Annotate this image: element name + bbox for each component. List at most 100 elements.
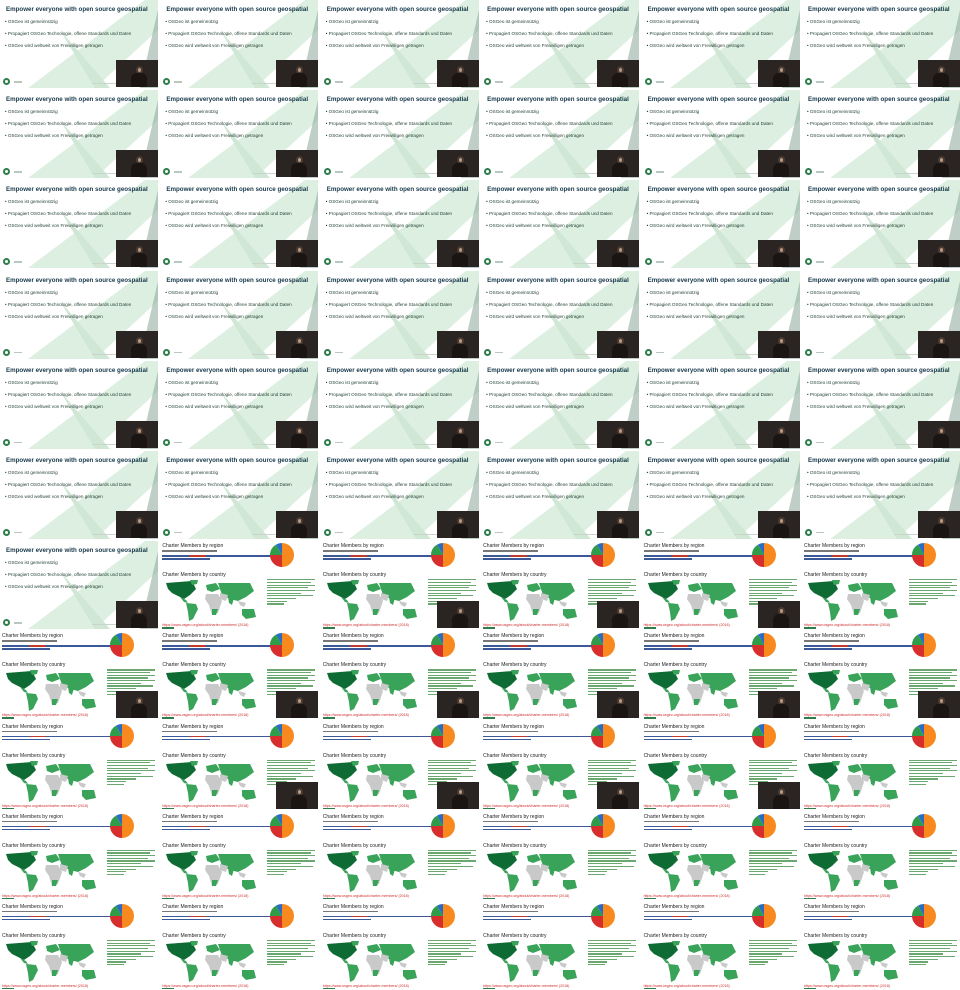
video-frame-osgeo-slide-14[interactable]: Empower everyone with open source geospa…: [160, 180, 319, 269]
video-frame-osgeo-slide-18[interactable]: Empower everyone with open source geospa…: [801, 180, 960, 269]
video-frame-osgeo-slide-10[interactable]: Empower everyone with open source geospa…: [481, 90, 640, 179]
source-url-link[interactable]: https://www.osgeo.org/about/charter-memb…: [483, 983, 570, 988]
video-frame-charter-slide-61[interactable]: Charter Members by region Charter Member…: [0, 901, 158, 990]
video-frame-osgeo-slide-25[interactable]: Empower everyone with open source geospa…: [0, 360, 158, 449]
source-url-link[interactable]: https://www.osgeo.org/about/charter-memb…: [803, 803, 891, 808]
video-frame-osgeo-slide-8[interactable]: Empower everyone with open source geospa…: [160, 90, 319, 179]
video-frame-osgeo-slide-22[interactable]: Empower everyone with open source geospa…: [481, 270, 640, 359]
source-url-link[interactable]: https://www.osgeo.org/about/charter-memb…: [803, 623, 891, 628]
video-frame-charter-slide-63[interactable]: Charter Members by region Charter Member…: [320, 901, 479, 990]
video-frame-charter-slide-62[interactable]: Charter Members by region Charter Member…: [160, 901, 319, 990]
video-frame-osgeo-slide-33[interactable]: Empower everyone with open source geospa…: [320, 450, 479, 539]
video-frame-osgeo-slide-17[interactable]: Empower everyone with open source geospa…: [641, 180, 800, 269]
video-frame-osgeo-slide-35[interactable]: Empower everyone with open source geospa…: [641, 450, 800, 539]
video-frame-charter-slide-45[interactable]: Charter Members by region Charter Member…: [320, 631, 479, 720]
video-frame-charter-slide-48[interactable]: Charter Members by region Charter Member…: [801, 631, 960, 720]
source-url-link[interactable]: https://www.osgeo.org/about/charter-memb…: [162, 893, 249, 898]
video-frame-charter-slide-54[interactable]: Charter Members by region Charter Member…: [801, 721, 960, 810]
video-frame-osgeo-slide-30[interactable]: Empower everyone with open source geospa…: [801, 360, 960, 449]
source-url-link[interactable]: https://www.osgeo.org/about/charter-memb…: [162, 983, 249, 988]
video-frame-osgeo-slide-23[interactable]: Empower everyone with open source geospa…: [641, 270, 800, 359]
video-frame-charter-slide-55[interactable]: Charter Members by region Charter Member…: [0, 811, 158, 900]
video-frame-charter-slide-38[interactable]: Charter Members by region Charter Member…: [160, 541, 319, 630]
source-url-link[interactable]: https://www.osgeo.org/about/charter-memb…: [483, 803, 570, 808]
source-url-link[interactable]: https://www.osgeo.org/about/charter-memb…: [643, 983, 730, 988]
source-url-link[interactable]: https://www.osgeo.org/about/charter-memb…: [803, 713, 891, 718]
video-frame-charter-slide-58[interactable]: Charter Members by region Charter Member…: [481, 811, 640, 900]
video-frame-osgeo-slide-1[interactable]: Empower everyone with open source geospa…: [0, 0, 158, 88]
source-url-link[interactable]: https://www.osgeo.org/about/charter-memb…: [322, 623, 409, 628]
video-frame-osgeo-slide-4[interactable]: Empower everyone with open source geospa…: [481, 0, 640, 88]
source-url-link[interactable]: https://www.osgeo.org/about/charter-memb…: [322, 803, 409, 808]
video-frame-charter-slide-64[interactable]: Charter Members by region Charter Member…: [481, 901, 640, 990]
country-map-title: Charter Members by country: [483, 572, 547, 579]
video-frame-charter-slide-44[interactable]: Charter Members by region Charter Member…: [160, 631, 319, 720]
video-frame-osgeo-slide-24[interactable]: Empower everyone with open source geospa…: [801, 270, 960, 359]
source-url-link[interactable]: https://www.osgeo.org/about/charter-memb…: [483, 893, 570, 898]
video-frame-osgeo-slide-37[interactable]: Empower everyone with open source geospa…: [0, 541, 158, 630]
video-frame-osgeo-slide-2[interactable]: Empower everyone with open source geospa…: [160, 0, 319, 88]
slide-footer-text: [334, 261, 343, 263]
video-frame-charter-slide-59[interactable]: Charter Members by region Charter Member…: [641, 811, 800, 900]
video-frame-osgeo-slide-21[interactable]: Empower everyone with open source geospa…: [320, 270, 479, 359]
video-frame-osgeo-slide-15[interactable]: Empower everyone with open source geospa…: [320, 180, 479, 269]
video-frame-charter-slide-65[interactable]: Charter Members by region Charter Member…: [641, 901, 800, 990]
video-frame-charter-slide-43[interactable]: Charter Members by region Charter Member…: [0, 631, 158, 720]
video-frame-osgeo-slide-5[interactable]: Empower everyone with open source geospa…: [641, 0, 800, 88]
video-frame-charter-slide-56[interactable]: Charter Members by region Charter Member…: [160, 811, 319, 900]
source-url-link[interactable]: https://www.osgeo.org/about/charter-memb…: [483, 623, 570, 628]
video-frame-charter-slide-46[interactable]: Charter Members by region Charter Member…: [481, 631, 640, 720]
source-url-link[interactable]: https://www.osgeo.org/about/charter-memb…: [322, 983, 409, 988]
video-frame-charter-slide-40[interactable]: Charter Members by region Charter Member…: [481, 541, 640, 630]
source-url-link[interactable]: https://www.osgeo.org/about/charter-memb…: [803, 983, 891, 988]
map-central-america: [501, 867, 510, 874]
video-frame-charter-slide-60[interactable]: Charter Members by region Charter Member…: [801, 811, 960, 900]
video-frame-charter-slide-39[interactable]: Charter Members by region Charter Member…: [320, 541, 479, 630]
video-frame-osgeo-slide-3[interactable]: Empower everyone with open source geospa…: [320, 0, 479, 88]
video-frame-osgeo-slide-6[interactable]: Empower everyone with open source geospa…: [801, 0, 960, 88]
video-frame-osgeo-slide-31[interactable]: Empower everyone with open source geospa…: [0, 450, 158, 539]
video-frame-osgeo-slide-29[interactable]: Empower everyone with open source geospa…: [641, 360, 800, 449]
video-frame-osgeo-slide-13[interactable]: Empower everyone with open source geospa…: [0, 180, 158, 269]
video-frame-osgeo-slide-9[interactable]: Empower everyone with open source geospa…: [320, 90, 479, 179]
video-frame-charter-slide-49[interactable]: Charter Members by region Charter Member…: [0, 721, 158, 810]
video-frame-charter-slide-51[interactable]: Charter Members by region Charter Member…: [320, 721, 479, 810]
video-frame-charter-slide-50[interactable]: Charter Members by region Charter Member…: [160, 721, 319, 810]
source-url-link[interactable]: https://www.osgeo.org/about/charter-memb…: [162, 803, 249, 808]
video-frame-osgeo-slide-20[interactable]: Empower everyone with open source geospa…: [160, 270, 319, 359]
source-url-link[interactable]: https://www.osgeo.org/about/charter-memb…: [162, 713, 249, 718]
source-url-link[interactable]: https://www.osgeo.org/about/charter-memb…: [643, 623, 730, 628]
video-frame-osgeo-slide-12[interactable]: Empower everyone with open source geospa…: [801, 90, 960, 179]
video-frame-charter-slide-41[interactable]: Charter Members by region Charter Member…: [641, 541, 800, 630]
source-url-link[interactable]: https://www.osgeo.org/about/charter-memb…: [2, 893, 89, 898]
source-url-link[interactable]: https://www.osgeo.org/about/charter-memb…: [322, 893, 409, 898]
source-url-link[interactable]: https://www.osgeo.org/about/charter-memb…: [483, 713, 570, 718]
video-frame-charter-slide-47[interactable]: Charter Members by region Charter Member…: [641, 631, 800, 720]
video-frame-osgeo-slide-11[interactable]: Empower everyone with open source geospa…: [641, 90, 800, 179]
video-frame-osgeo-slide-36[interactable]: Empower everyone with open source geospa…: [801, 450, 960, 539]
video-frame-osgeo-slide-34[interactable]: Empower everyone with open source geospa…: [481, 450, 640, 539]
source-url-link[interactable]: https://www.osgeo.org/about/charter-memb…: [643, 803, 730, 808]
video-frame-charter-slide-53[interactable]: Charter Members by region Charter Member…: [641, 721, 800, 810]
video-frame-charter-slide-57[interactable]: Charter Members by region Charter Member…: [320, 811, 479, 900]
video-frame-osgeo-slide-28[interactable]: Empower everyone with open source geospa…: [481, 360, 640, 449]
pie-slice: [270, 725, 283, 736]
osgeo-footer-logo: [322, 897, 335, 900]
video-frame-osgeo-slide-16[interactable]: Empower everyone with open source geospa…: [481, 180, 640, 269]
video-frame-osgeo-slide-27[interactable]: Empower everyone with open source geospa…: [320, 360, 479, 449]
source-url-link[interactable]: https://www.osgeo.org/about/charter-memb…: [643, 713, 730, 718]
video-frame-osgeo-slide-32[interactable]: Empower everyone with open source geospa…: [160, 450, 319, 539]
source-url-link[interactable]: https://www.osgeo.org/about/charter-memb…: [643, 893, 730, 898]
source-url-link[interactable]: https://www.osgeo.org/about/charter-memb…: [2, 983, 89, 988]
source-url-link[interactable]: https://www.osgeo.org/about/charter-memb…: [162, 623, 249, 628]
source-url-link[interactable]: https://www.osgeo.org/about/charter-memb…: [803, 893, 891, 898]
source-url-link[interactable]: https://www.osgeo.org/about/charter-memb…: [2, 713, 89, 718]
source-url-link[interactable]: https://www.osgeo.org/about/charter-memb…: [2, 803, 89, 808]
video-frame-charter-slide-42[interactable]: Charter Members by region Charter Member…: [801, 541, 960, 630]
video-frame-osgeo-slide-19[interactable]: Empower everyone with open source geospa…: [0, 270, 158, 359]
video-frame-osgeo-slide-26[interactable]: Empower everyone with open source geospa…: [160, 360, 319, 449]
video-frame-charter-slide-66[interactable]: Charter Members by region Charter Member…: [801, 901, 960, 990]
video-frame-charter-slide-52[interactable]: Charter Members by region Charter Member…: [481, 721, 640, 810]
video-frame-osgeo-slide-7[interactable]: Empower everyone with open source geospa…: [0, 90, 158, 179]
source-url-link[interactable]: https://www.osgeo.org/about/charter-memb…: [322, 713, 409, 718]
